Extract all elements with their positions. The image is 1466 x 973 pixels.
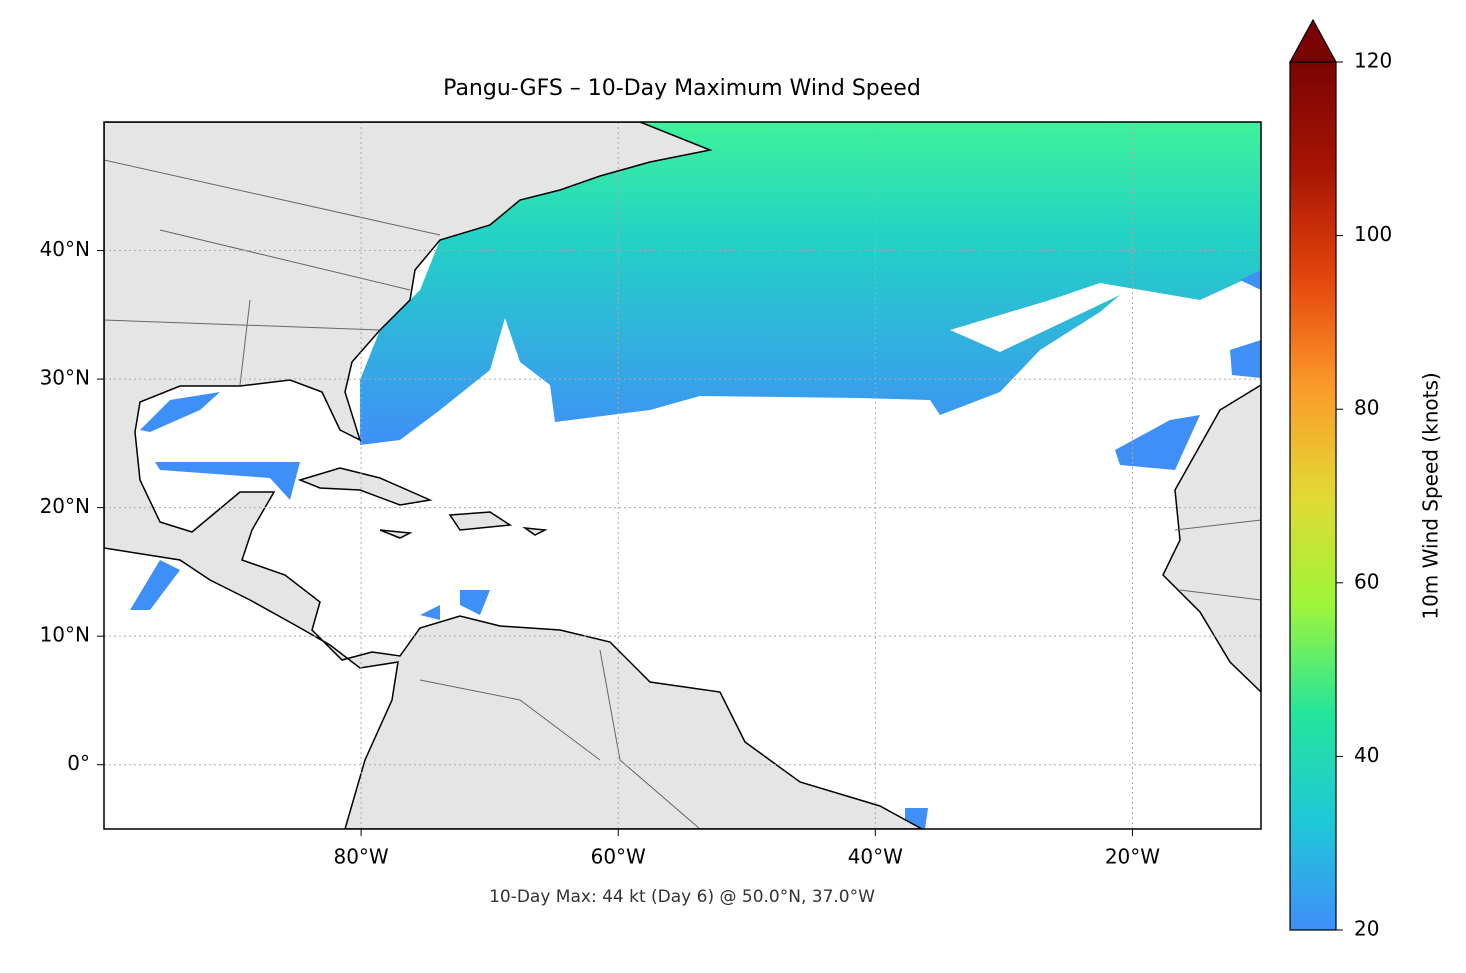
- y-tick-label: 30°N: [40, 366, 90, 390]
- colorbar-tick-label: 20: [1354, 917, 1379, 941]
- y-tick-label: 20°N: [40, 494, 90, 518]
- map-area: [104, 122, 1261, 829]
- map-frame: [103, 121, 1262, 830]
- x-tick-label: 80°W: [333, 845, 388, 869]
- axes: 80°W 60°W 40°W 20°W 0° 10°N 20°N 30°N 40°N: [40, 122, 1261, 869]
- y-tick-label: 10°N: [40, 623, 90, 647]
- colorbar-tick-label: 120: [1354, 49, 1392, 73]
- colorbar-extend: [1288, 18, 1338, 63]
- y-tick-label: 0°: [67, 751, 90, 775]
- colorbar-tick-label: 40: [1354, 743, 1379, 767]
- annotation: 10-Day Max: 44 kt (Day 6) @ 50.0°N, 37.0…: [489, 887, 875, 907]
- y-tick-label: 40°N: [40, 237, 90, 261]
- land: [297, 467, 548, 539]
- colorbar-label: 10m Wind Speed (knots): [1419, 372, 1443, 619]
- x-tick-label: 40°W: [848, 845, 903, 869]
- land: [104, 122, 923, 829]
- colorbar-tick-label: 100: [1354, 222, 1392, 246]
- colorbar: [1289, 61, 1337, 931]
- x-tick-label: 60°W: [591, 845, 646, 869]
- x-tick-label: 20°W: [1105, 845, 1160, 869]
- wind-field: [360, 122, 1261, 445]
- borders: [104, 159, 1261, 829]
- colorbar-tick-label: 60: [1354, 569, 1379, 593]
- land: [1162, 384, 1261, 694]
- map-title: Pangu-GFS – 10-Day Maximum Wind Speed: [443, 76, 921, 101]
- colorbar-tick-label: 80: [1354, 396, 1379, 420]
